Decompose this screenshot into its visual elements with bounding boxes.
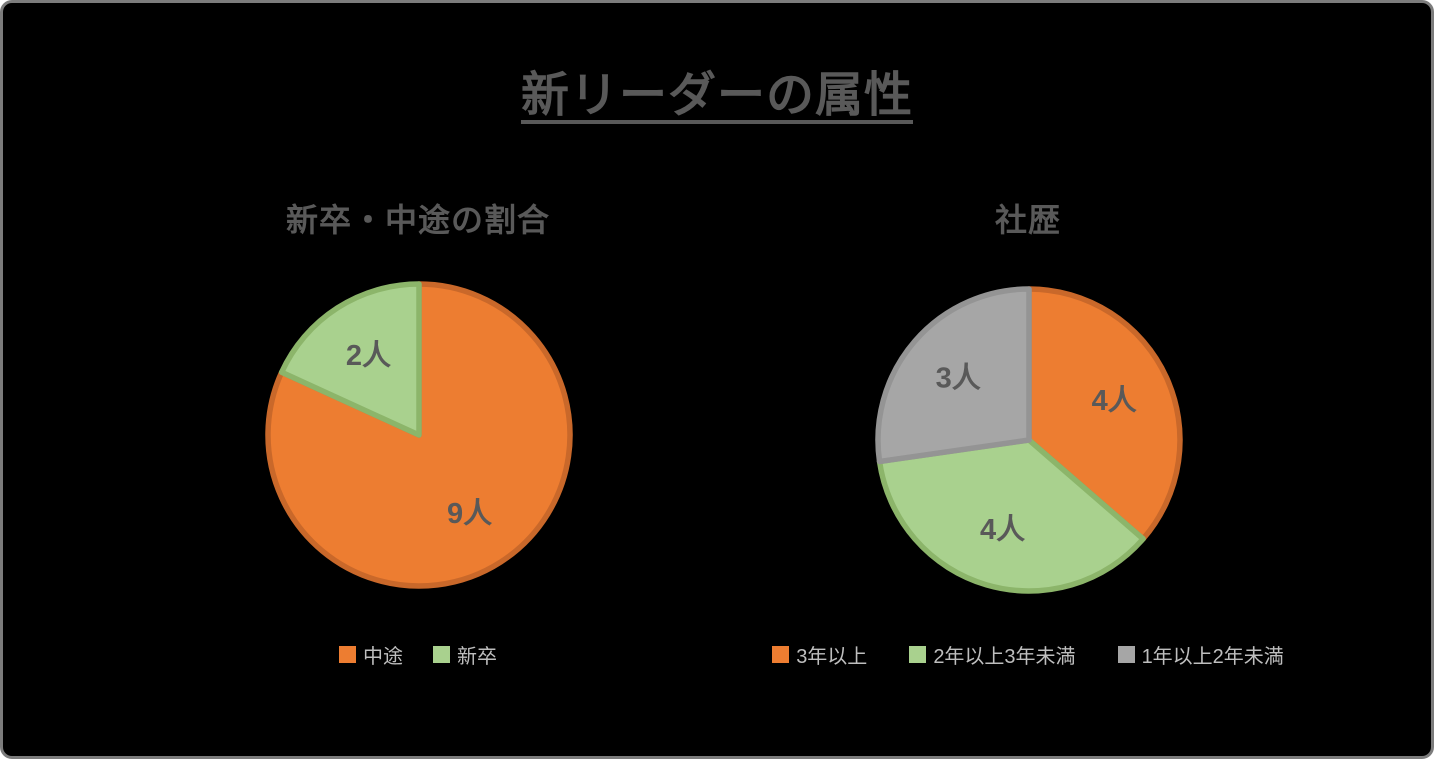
- pie-slice-1: [876, 437, 1146, 594]
- legend-item-0: 中途: [339, 640, 403, 669]
- chart-title-tenure: 社歴: [994, 202, 1061, 238]
- legend-item-2: 1年以上2年未満: [1117, 640, 1284, 669]
- page-title: 新リーダーの属性: [3, 55, 1431, 125]
- legend-label: 3年以上: [796, 646, 868, 668]
- legend-label: 中途: [363, 646, 403, 668]
- legend-tenure: 3年以上 2年以上3年未満 1年以上2年未満: [703, 640, 1353, 669]
- legend-item-1: 新卒: [433, 640, 497, 669]
- pie-data-label-1: 2人: [346, 339, 391, 372]
- legend-swatch-icon: [339, 646, 356, 663]
- legend-label: 1年以上2年未満: [1141, 646, 1284, 668]
- legend-label: 2年以上3年未満: [933, 646, 1076, 668]
- legend-label: 新卒: [457, 646, 497, 668]
- legend-swatch-icon: [433, 646, 450, 663]
- legend-recruit-type: 中途 新卒: [123, 640, 713, 669]
- pie-slice-2: [875, 286, 1032, 465]
- legend-item-0: 3年以上: [772, 640, 867, 669]
- page-title-text: 新リーダーの属性: [520, 69, 913, 122]
- pie-chart-recruit-type: 9人 2人: [265, 281, 573, 589]
- legend-swatch-icon: [1117, 646, 1135, 663]
- legend-item-1: 2年以上3年未満: [909, 640, 1076, 669]
- pie-slice-0: [1026, 286, 1183, 542]
- pie-chart-tenure: 4人 4人 3人: [875, 286, 1183, 594]
- pie-data-label-1: 4人: [980, 513, 1025, 546]
- pie-slice-1: [278, 281, 422, 438]
- legend-swatch-icon: [772, 646, 790, 663]
- pie-data-label-0: 9人: [447, 497, 492, 530]
- legend-swatch-icon: [909, 646, 927, 663]
- pie-data-label-0: 4人: [1092, 384, 1137, 417]
- pie-data-label-2: 3人: [936, 362, 981, 395]
- chart-title-recruit-type: 新卒・中途の割合: [285, 202, 550, 238]
